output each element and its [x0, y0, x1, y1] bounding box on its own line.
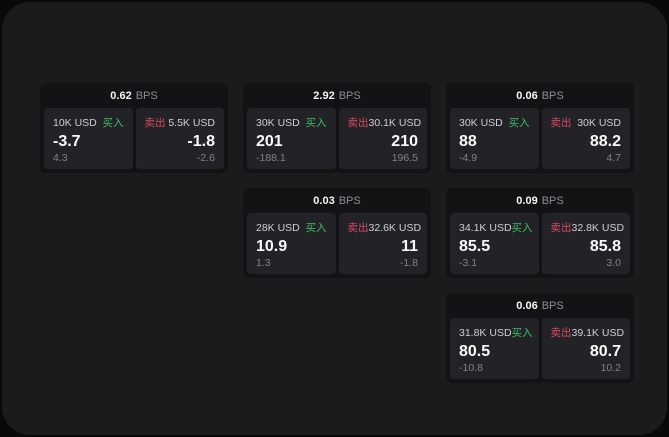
bps-unit-label: BPS — [338, 89, 361, 102]
buy-panel[interactable]: 34.1K USD 买入 85.5 -3.1 — [450, 213, 539, 274]
buy-panel[interactable]: 31.8K USD 买入 80.5 -10.8 — [450, 318, 539, 379]
sell-panel[interactable]: 卖出 30K USD 88.2 4.7 — [541, 108, 630, 169]
sell-label: 卖出 — [347, 117, 369, 129]
sell-amount: 32.6K USD — [368, 221, 422, 234]
sell-price: 85.8 — [589, 237, 621, 255]
bps-value: 0.06 — [516, 89, 538, 102]
buy-delta: 4.3 — [53, 151, 68, 164]
quote-card: 0.06 BPS 31.8K USD 买入 80.5 -10.8 卖出 39.1… — [446, 293, 634, 383]
bps-unit-label: BPS — [541, 89, 564, 102]
buy-label: 买入 — [511, 327, 533, 339]
quote-cards-grid: 0.62 BPS 10K USD 买入 -3.7 4.3 卖出 5.5K USD — [40, 83, 634, 383]
sell-delta: 10.2 — [600, 361, 621, 374]
sell-label: 卖出 — [550, 222, 572, 234]
quote-card: 0.62 BPS 10K USD 买入 -3.7 4.3 卖出 5.5K USD — [40, 83, 228, 173]
quote-card: 2.92 BPS 30K USD 买入 201 -188.1 卖出 30.1K … — [243, 83, 431, 173]
sell-delta: 196.5 — [391, 151, 418, 164]
bps-unit-label: BPS — [338, 194, 361, 207]
sell-delta: -1.8 — [399, 256, 418, 269]
card-body: 34.1K USD 买入 85.5 -3.1 卖出 32.8K USD 85.8… — [446, 213, 634, 278]
bps-value: 2.92 — [313, 89, 335, 102]
bps-header: 0.06 BPS — [446, 83, 634, 108]
sell-delta: 3.0 — [606, 256, 621, 269]
sell-price: -1.8 — [187, 132, 215, 150]
sell-amount: 32.8K USD — [571, 221, 625, 234]
card-body: 30K USD 买入 201 -188.1 卖出 30.1K USD 210 1… — [243, 108, 431, 173]
bps-value: 0.09 — [516, 194, 538, 207]
buy-delta: -10.8 — [459, 361, 483, 374]
sell-price: 80.7 — [589, 342, 621, 360]
sell-label: 卖出 — [144, 117, 166, 129]
buy-delta: -188.1 — [256, 151, 286, 164]
sell-panel[interactable]: 卖出 30.1K USD 210 196.5 — [338, 108, 427, 169]
buy-label: 买入 — [511, 222, 533, 234]
buy-panel[interactable]: 28K USD 买入 10.9 1.3 — [247, 213, 336, 274]
buy-price: 10.9 — [256, 237, 288, 255]
buy-label: 买入 — [508, 117, 530, 129]
buy-delta: -3.1 — [459, 256, 478, 269]
buy-price: 201 — [256, 132, 283, 150]
sell-price: 88.2 — [589, 132, 621, 150]
sell-panel[interactable]: 卖出 39.1K USD 80.7 10.2 — [541, 318, 630, 379]
bps-unit-label: BPS — [135, 89, 158, 102]
sell-label: 卖出 — [347, 222, 369, 234]
sell-panel[interactable]: 卖出 32.6K USD 11 -1.8 — [338, 213, 427, 274]
sell-panel[interactable]: 卖出 32.8K USD 85.8 3.0 — [541, 213, 630, 274]
buy-delta: -4.9 — [459, 151, 478, 164]
bps-unit-label: BPS — [541, 194, 564, 207]
sell-delta: -2.6 — [196, 151, 215, 164]
bps-header: 0.06 BPS — [446, 293, 634, 318]
bps-value: 0.62 — [110, 89, 132, 102]
quote-card: 0.09 BPS 34.1K USD 买入 85.5 -3.1 卖出 32.8K… — [446, 188, 634, 278]
buy-amount: 34.1K USD — [459, 221, 512, 234]
card-body: 30K USD 买入 88 -4.9 卖出 30K USD 88.2 4.7 — [446, 108, 634, 173]
buy-amount: 28K USD — [256, 221, 300, 234]
buy-label: 买入 — [305, 117, 327, 129]
sell-label: 卖出 — [550, 117, 572, 129]
sell-amount: 5.5K USD — [168, 116, 215, 129]
bps-header: 0.03 BPS — [243, 188, 431, 213]
bps-value: 0.06 — [516, 299, 538, 312]
buy-panel[interactable]: 10K USD 买入 -3.7 4.3 — [44, 108, 133, 169]
buy-label: 买入 — [305, 222, 327, 234]
buy-price: 80.5 — [459, 342, 491, 360]
sell-label: 卖出 — [550, 327, 572, 339]
bps-header: 2.92 BPS — [243, 83, 431, 108]
buy-amount: 10K USD — [53, 116, 97, 129]
buy-amount: 30K USD — [459, 116, 503, 129]
buy-label: 买入 — [102, 117, 124, 129]
quote-card: 0.06 BPS 30K USD 买入 88 -4.9 卖出 30K USD — [446, 83, 634, 173]
buy-panel[interactable]: 30K USD 买入 201 -188.1 — [247, 108, 336, 169]
card-body: 31.8K USD 买入 80.5 -10.8 卖出 39.1K USD 80.… — [446, 318, 634, 383]
quote-card: 0.03 BPS 28K USD 买入 10.9 1.3 卖出 32.6K US… — [243, 188, 431, 278]
buy-panel[interactable]: 30K USD 买入 88 -4.9 — [450, 108, 539, 169]
sell-amount: 39.1K USD — [571, 326, 625, 339]
bps-value: 0.03 — [313, 194, 335, 207]
buy-price: 85.5 — [459, 237, 491, 255]
buy-price: 88 — [459, 132, 477, 150]
bps-unit-label: BPS — [541, 299, 564, 312]
sell-amount: 30K USD — [577, 116, 621, 129]
buy-amount: 30K USD — [256, 116, 300, 129]
sell-price: 210 — [391, 132, 418, 150]
card-body: 10K USD 买入 -3.7 4.3 卖出 5.5K USD -1.8 -2.… — [40, 108, 228, 173]
buy-delta: 1.3 — [256, 256, 271, 269]
buy-amount: 31.8K USD — [459, 326, 512, 339]
sell-price: 11 — [401, 237, 418, 255]
bps-header: 0.09 BPS — [446, 188, 634, 213]
sell-delta: 4.7 — [606, 151, 621, 164]
card-body: 28K USD 买入 10.9 1.3 卖出 32.6K USD 11 -1.8 — [243, 213, 431, 278]
bps-header: 0.62 BPS — [40, 83, 228, 108]
sell-amount: 30.1K USD — [368, 116, 422, 129]
sell-panel[interactable]: 卖出 5.5K USD -1.8 -2.6 — [135, 108, 224, 169]
buy-price: -3.7 — [53, 132, 81, 150]
